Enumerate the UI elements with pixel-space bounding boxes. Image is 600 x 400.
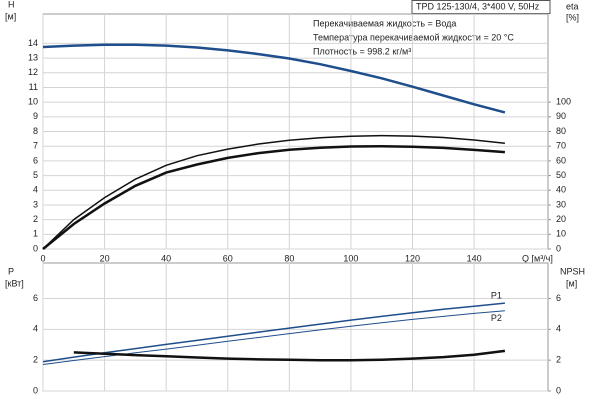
y2-tick-label: 90 — [556, 111, 566, 121]
y-tick-label: 2 — [33, 355, 38, 365]
y-tick-label: 6 — [33, 293, 38, 303]
y2-tick-label: 20 — [556, 214, 566, 224]
y2-tick-label: 100 — [556, 97, 571, 107]
annotation: Температура перекачиваемой жидкости = 20… — [313, 32, 514, 42]
chart-title: TPD 125-130/4, 3*400 V, 50Hz — [416, 1, 540, 11]
x-tick-label: 40 — [161, 253, 171, 263]
y-tick-label: 4 — [33, 324, 38, 334]
y-unit: [м] — [5, 11, 16, 21]
x-tick-label: 0 — [40, 253, 45, 263]
y2-label: NPSH — [560, 266, 585, 276]
y-tick-label: 12 — [28, 67, 38, 77]
x-tick-label: 80 — [284, 253, 294, 263]
x-tick-label: 140 — [467, 253, 482, 263]
y2-tick-label: 60 — [556, 155, 566, 165]
y-tick-label: 0 — [33, 243, 38, 253]
curve — [42, 144, 505, 250]
y-tick-label: 2 — [33, 214, 38, 224]
y-tick-label: 4 — [33, 185, 38, 195]
curve — [42, 134, 505, 250]
y2-tick-label: 0 — [556, 243, 561, 253]
y-tick-label: 6 — [33, 155, 38, 165]
y2-tick-label: 10 — [556, 229, 566, 239]
y2-tick-label: 50 — [556, 170, 566, 180]
x-label: Q [м³/ч] — [522, 253, 553, 263]
curve — [73, 349, 506, 362]
y-unit: [кВт] — [5, 278, 24, 288]
x-tick-label: 60 — [223, 253, 233, 263]
annotation: Плотность = 998.2 кг/м³ — [313, 46, 411, 56]
curve-label: P2 — [491, 313, 502, 323]
x-tick-label: 100 — [343, 253, 358, 263]
y2-label: eta — [566, 1, 579, 11]
y2-tick-label: 4 — [556, 324, 561, 334]
curve — [42, 43, 506, 114]
y-tick-label: 8 — [33, 126, 38, 136]
y2-tick-label: 70 — [556, 141, 566, 151]
y-tick-label: 11 — [29, 82, 38, 92]
y-tick-label: 9 — [33, 111, 38, 121]
y-tick-label: 14 — [28, 38, 38, 48]
y-label: H — [8, 0, 15, 9]
y2-tick-label: 0 — [556, 385, 561, 395]
y2-unit: [м] — [566, 278, 577, 288]
y-tick-label: 10 — [28, 97, 38, 107]
y2-tick-label: 40 — [556, 185, 566, 195]
y2-tick-label: 30 — [556, 199, 566, 209]
y-tick-label: 5 — [33, 170, 38, 180]
y-tick-label: 7 — [33, 141, 38, 151]
y2-unit: [%] — [566, 12, 579, 22]
curve — [42, 302, 505, 363]
y2-tick-label: 6 — [556, 293, 561, 303]
y-label: P — [8, 266, 14, 276]
y-tick-label: 1 — [33, 229, 38, 239]
y2-tick-label: 2 — [556, 355, 561, 365]
curve-label: P1 — [491, 290, 502, 300]
y-tick-label: 3 — [33, 199, 38, 209]
y2-tick-label: 80 — [556, 126, 566, 136]
y-tick-label: 13 — [28, 52, 38, 62]
x-tick-label: 20 — [100, 253, 110, 263]
y-tick-label: 0 — [33, 385, 38, 395]
annotation: Перекачиваемая жидкость = Вода — [313, 18, 456, 28]
x-tick-label: 120 — [405, 253, 420, 263]
